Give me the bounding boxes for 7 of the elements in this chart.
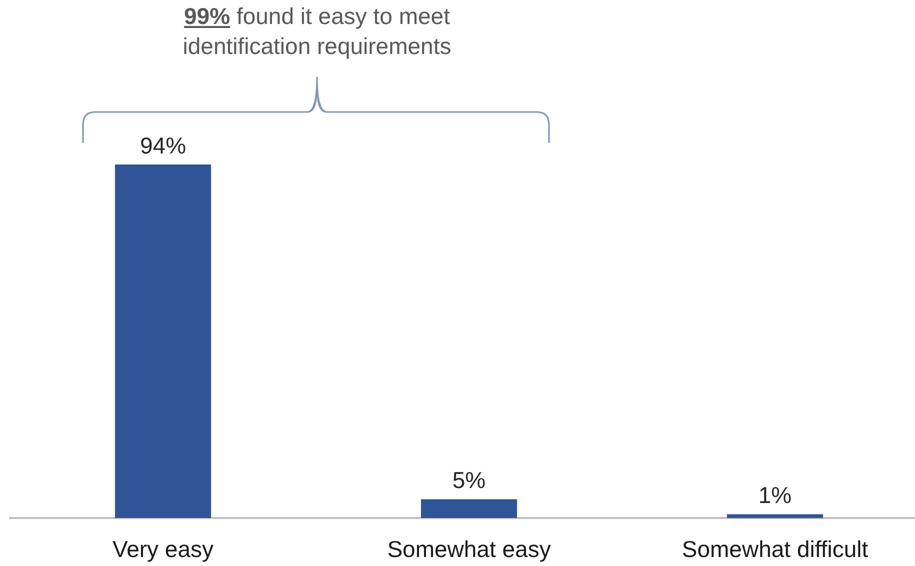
- data-label: 5%: [452, 467, 486, 494]
- x-tick-label: Somewhat difficult: [682, 536, 869, 562]
- text: 99% found it easy to meet identification requirements: [182, 3, 452, 59]
- data-label: 1%: [758, 482, 792, 508]
- x-tick-label: Very easy: [112, 536, 214, 562]
- data-label: 94%: [140, 132, 186, 158]
- x-tick-label: Somewhat easy: [387, 536, 552, 562]
